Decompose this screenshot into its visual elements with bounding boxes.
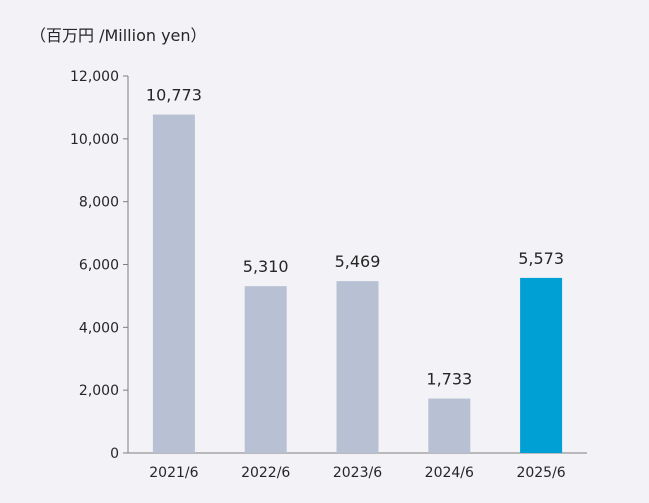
bar [152,114,195,453]
y-tick-label: 8,000 [79,195,119,211]
y-tick-label: 10,000 [70,132,119,148]
data-label: 5,573 [518,249,564,268]
x-category-label: 2024/6 [425,465,474,481]
data-label: 10,773 [146,86,202,105]
y-tick-label: 6,000 [79,258,119,274]
unit-label: （百万円 /Million yen） [30,26,207,45]
data-label: 5,310 [243,257,289,276]
bar [244,286,287,453]
bar [520,277,563,453]
bar [336,281,379,453]
y-tick-label: 0 [110,446,119,462]
x-category-label: 2025/6 [516,465,565,481]
y-tick-label: 12,000 [70,69,119,85]
bar [428,398,471,453]
data-label: 1,733 [426,370,472,389]
x-category-label: 2022/6 [241,465,290,481]
y-tick-label: 4,000 [79,320,119,336]
x-category-label: 2021/6 [149,465,198,481]
data-label: 5,469 [335,252,381,271]
y-tick-label: 2,000 [79,383,119,399]
x-category-label: 2023/6 [333,465,382,481]
